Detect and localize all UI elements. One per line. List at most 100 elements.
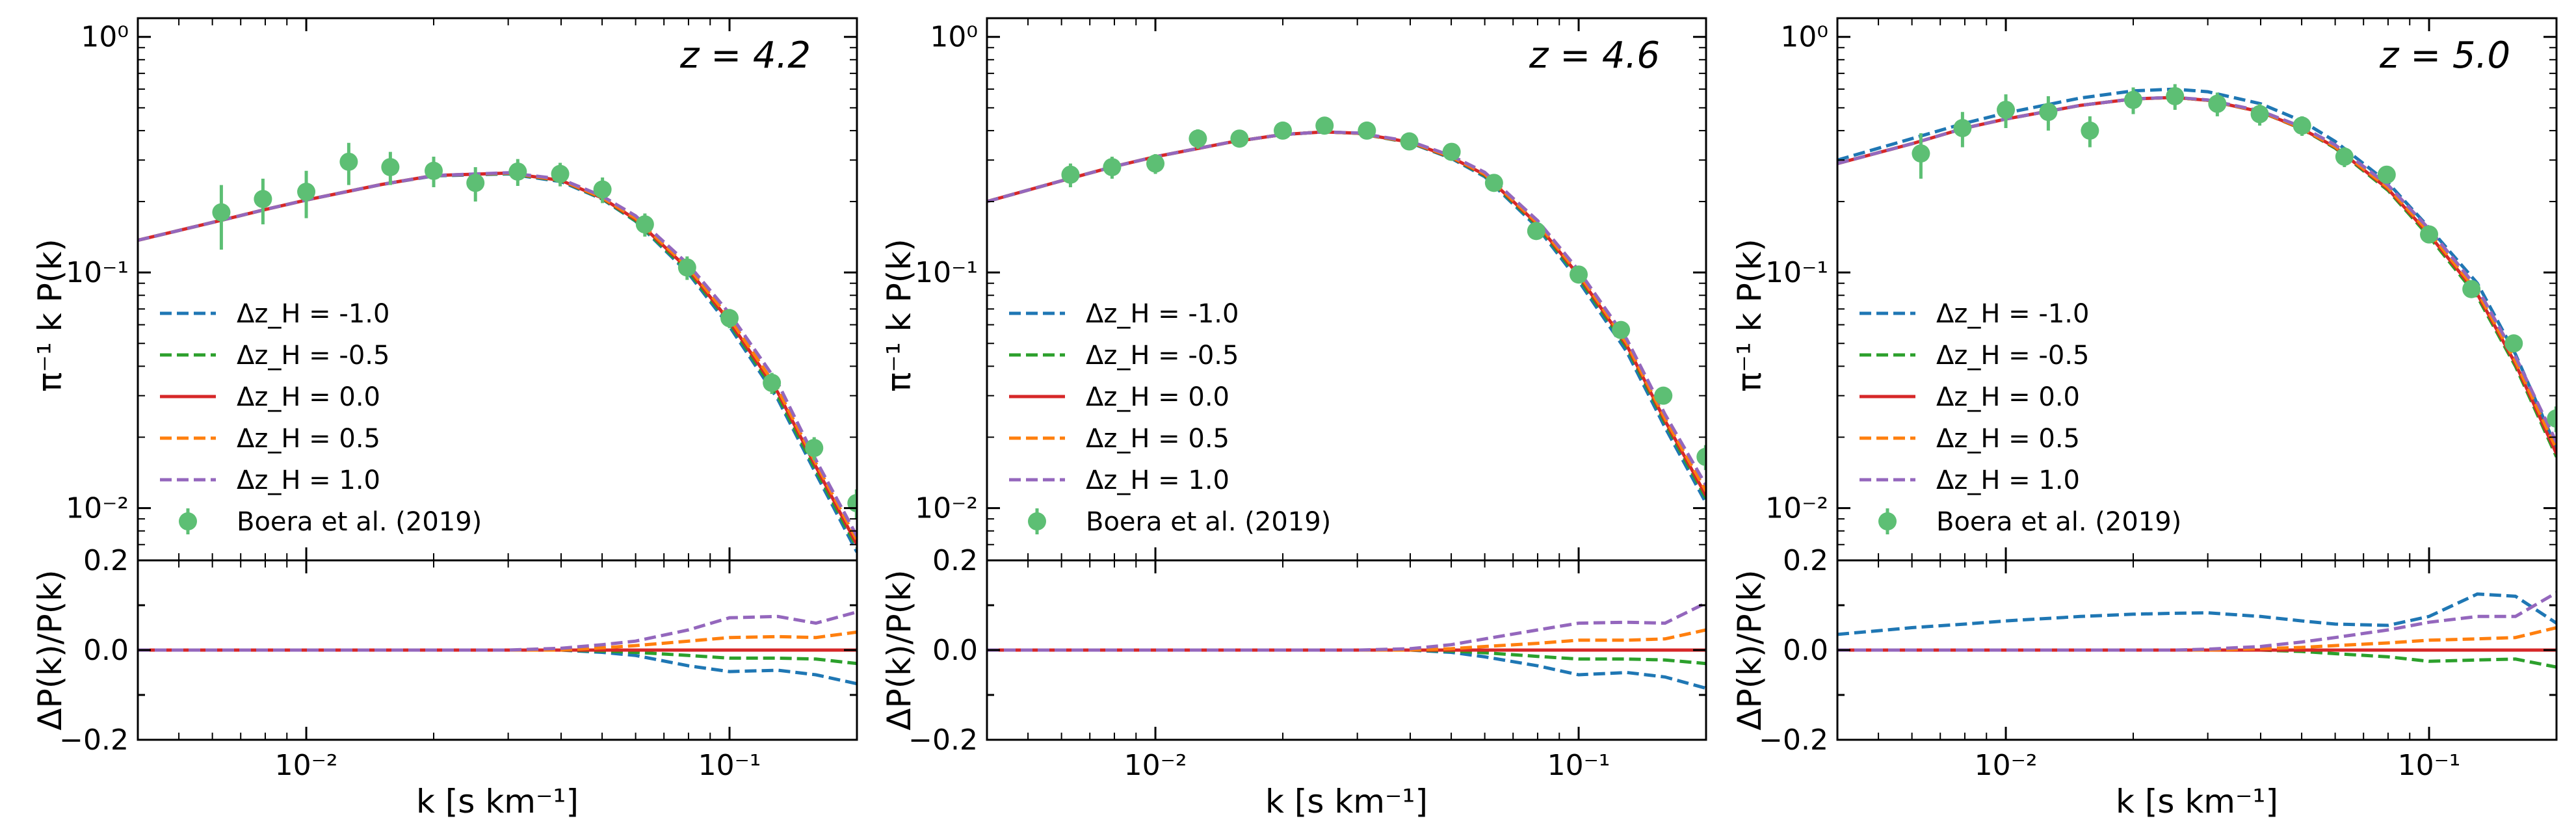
legend: Δz_H = -1.0 Δz_H = -0.5 Δz_H = 0.0 Δz_H = 0… [160,299,482,537]
data-point [1061,165,1080,184]
y-tick-label-top: 10⁰ [1780,21,1828,54]
data-point [1358,121,1376,140]
data-point [2208,94,2227,113]
legend: Δz_H = -1.0 Δz_H = -0.5 Δz_H = 0.0 Δz_H = 0… [1009,299,1331,537]
legend-label: Δz_H = -1.0 [1086,299,1239,329]
x-axis-label: k [s km⁻¹] [1265,783,1428,820]
data-point [212,203,231,222]
bottom-series-group [987,601,1706,690]
data-point [551,164,570,183]
legend-label: Δz_H = -0.5 [1086,341,1239,371]
y-tick-label-top: 10⁻¹ [915,256,978,289]
x-tick-label: 10⁻¹ [698,749,761,782]
y-tick-label-bottom: −0.2 [1759,724,1828,757]
data-point [2462,280,2481,298]
data-point [1696,447,1706,466]
data-point [1912,144,1930,163]
legend: Δz_H = -1.0 Δz_H = -0.5 Δz_H = 0.0 Δz_H = 0… [1860,299,2181,537]
data-point [1654,386,1673,405]
residual-line-5 [987,601,1706,652]
y-tick-label-top: 10⁻¹ [1765,256,1828,289]
data-point [2504,334,2523,353]
residual-line-1 [138,648,857,686]
bottom-series-group [138,610,857,686]
legend-label: Δz_H = -0.5 [237,341,389,371]
y-tick-label-bottom: 0.2 [83,544,129,577]
data-point [254,190,272,209]
legend-label: Boera et al. (2019) [1936,507,2181,537]
residual-line-2 [987,648,1706,666]
redshift-label: z = 5.0 [2379,34,2510,77]
data-point [1400,132,1419,151]
data-point [1230,129,1249,148]
y-tick-label-bottom: 0.0 [83,634,129,667]
data-point [2081,121,2099,140]
series-line-5 [1837,96,2556,443]
data-point [2547,409,2556,428]
y-axis-label-top: π⁻¹ k P(k) [880,239,918,391]
x-tick-label: 10⁻¹ [2398,749,2461,782]
data-point [2335,148,2354,166]
y-axis-label-bottom: ΔP(k)/P(k) [31,569,69,730]
top-series-group [1837,84,2556,458]
data-point [677,258,696,277]
data-point [1997,100,2016,119]
y-tick-label-bottom: 0.2 [932,544,978,577]
x-axis-label: k [s km⁻¹] [416,783,579,820]
panel-3: 10⁻² 10⁻¹ 10⁰ 10⁻¹ 10⁻² 0.2 0.0 −0.2 k [s km⁻¹] π… [1731,17,2558,820]
y-tick-label-bottom: −0.2 [908,724,978,757]
legend-label: Δz_H = 1.0 [1086,465,1229,495]
y-tick-label-bottom: 0.0 [932,634,978,667]
data-point [1612,320,1631,339]
data-point [805,439,824,458]
top-series-group [987,116,1706,504]
data-point [381,158,400,177]
data-point [1315,116,1334,135]
x-tick-label: 10⁻¹ [1547,749,1610,782]
legend-label: Boera et al. (2019) [237,507,482,537]
legend-label: Boera et al. (2019) [1086,507,1331,537]
residual-line-5 [138,610,857,652]
data-point [2293,116,2311,135]
data-point [1146,154,1165,173]
y-tick-label-top: 10⁻² [915,492,978,525]
legend-label: Δz_H = -1.0 [237,299,389,329]
data-point [2124,90,2143,109]
y-axis-label-bottom: ΔP(k)/P(k) [880,569,918,730]
y-axis-label-bottom: ΔP(k)/P(k) [1731,569,1768,730]
x-axis-label: k [s km⁻¹] [2116,783,2278,820]
legend-label: Δz_H = -0.5 [1936,341,2089,371]
data-point [425,161,443,180]
data-point [508,162,527,181]
data-point [466,174,485,192]
data-point [2166,86,2185,105]
data-point [1103,158,1122,177]
residual-line-1 [1837,592,2556,636]
residual-line-2 [138,648,857,666]
series-line-5 [987,130,1706,486]
legend-label: Δz_H = 1.0 [1936,465,2080,495]
data-point [339,152,358,171]
x-tick-label: 10⁻² [1124,749,1187,782]
residual-line-1 [987,648,1706,690]
y-tick-label-bottom: −0.2 [59,724,129,757]
data-point [635,215,654,234]
y-axis-label-top: π⁻¹ k P(k) [1731,239,1768,391]
data-point [1484,174,1503,192]
legend-label: Δz_H = 0.0 [237,382,380,412]
legend-marker [1878,512,1897,530]
panel-2: 10⁻² 10⁻¹ 10⁰ 10⁻¹ 10⁻² 0.2 0.0 −0.2 k [s km⁻¹] π… [880,17,1707,820]
y-tick-label-top: 10⁰ [930,21,978,54]
legend-label: Δz_H = 1.0 [237,465,380,495]
data-point [1570,265,1588,284]
data-point [2377,165,2396,184]
residual-line-4 [1837,626,2556,652]
residual-line-5 [1837,591,2556,652]
redshift-label: z = 4.6 [1529,34,1660,77]
legend-marker [1028,512,1046,530]
redshift-label: z = 4.2 [679,34,811,77]
panel-1: 10⁻² 10⁻¹ 10⁰ 10⁻¹ 10⁻² 0.2 0.0 −0.2 k [s km⁻¹] π… [31,17,858,820]
data-point [1274,121,1293,140]
data-point [1189,129,1207,148]
